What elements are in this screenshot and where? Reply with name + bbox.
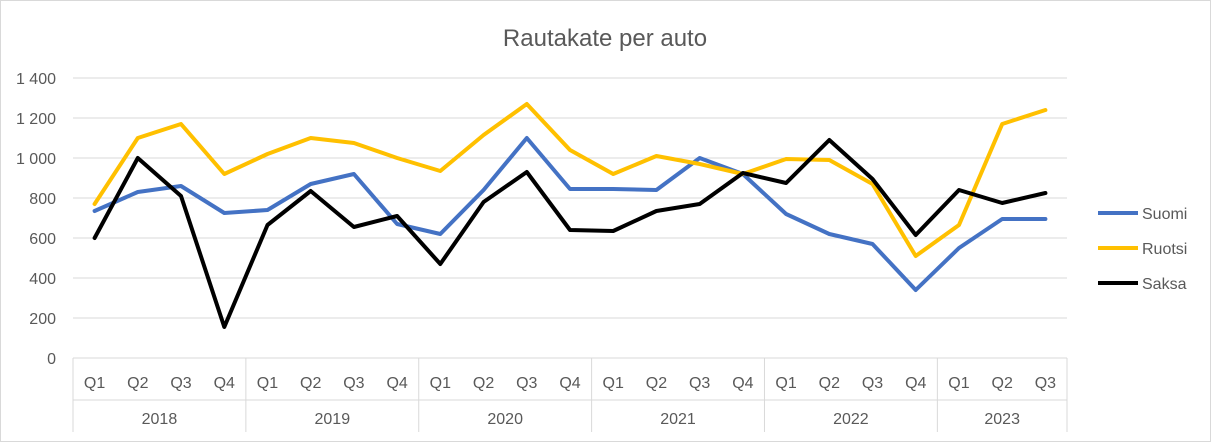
x-tick-label: Q4 xyxy=(905,375,926,392)
x-tick-label: Q1 xyxy=(257,375,278,392)
x-tick-label: Q1 xyxy=(775,375,796,392)
chart-title: Rautakate per auto xyxy=(503,25,707,52)
legend-label-ruotsi: Ruotsi xyxy=(1142,241,1187,258)
series-lines xyxy=(92,102,1048,329)
x-tick-label: Q2 xyxy=(473,375,494,392)
x-tick-label: Q2 xyxy=(300,375,321,392)
legend-label-suomi: Suomi xyxy=(1142,206,1187,223)
x-group-label: 2022 xyxy=(833,411,869,428)
x-tick-label: Q2 xyxy=(646,375,667,392)
x-tick-label: Q2 xyxy=(127,375,148,392)
x-tick-label: Q4 xyxy=(386,375,407,392)
x-tick-label: Q4 xyxy=(559,375,580,392)
y-tick-label: 200 xyxy=(29,311,56,328)
x-tick-label: Q2 xyxy=(819,375,840,392)
y-axis: 0 200 400 600 800 1 000 1 200 1 400 xyxy=(16,71,56,368)
x-tick-label: Q3 xyxy=(343,375,364,392)
y-tick-label: 0 xyxy=(47,351,56,368)
series-line-suomi xyxy=(92,136,1048,292)
x-group-label: 2020 xyxy=(487,411,523,428)
x-tick-label: Q1 xyxy=(603,375,624,392)
y-tick-label: 400 xyxy=(29,271,56,288)
y-tick-label: 1 200 xyxy=(16,111,56,128)
x-tick-label: Q3 xyxy=(689,375,710,392)
y-tick-label: 600 xyxy=(29,231,56,248)
legend-label-saksa: Saksa xyxy=(1142,276,1187,293)
x-axis: Q1 Q2 Q3 Q4 2018 Q1 Q2 Q3 Q4 2019 Q1 Q2 Q3 Q4 2020 Q1 Q2… xyxy=(72,357,1068,432)
x-group-label: 2023 xyxy=(984,411,1020,428)
x-tick-label: Q1 xyxy=(84,375,105,392)
series-line-saksa xyxy=(92,138,1048,329)
x-tick-label: Q3 xyxy=(862,375,883,392)
legend: Suomi Ruotsi Saksa xyxy=(1098,206,1187,293)
x-tick-label: Q1 xyxy=(430,375,451,392)
x-tick-label: Q4 xyxy=(214,375,235,392)
y-tick-label: 1 400 xyxy=(16,71,56,88)
x-tick-label: Q4 xyxy=(732,375,753,392)
x-tick-label: Q3 xyxy=(516,375,537,392)
y-tick-label: 1 000 xyxy=(16,151,56,168)
x-group-label: 2018 xyxy=(142,411,178,428)
x-tick-label: Q3 xyxy=(1035,375,1056,392)
x-tick-label: Q3 xyxy=(170,375,191,392)
x-group-label: 2021 xyxy=(660,411,696,428)
y-tick-label: 800 xyxy=(29,191,56,208)
x-tick-label: Q2 xyxy=(992,375,1013,392)
x-tick-label: Q1 xyxy=(948,375,969,392)
series-line-ruotsi xyxy=(92,102,1048,258)
x-group-label: 2019 xyxy=(315,411,351,428)
